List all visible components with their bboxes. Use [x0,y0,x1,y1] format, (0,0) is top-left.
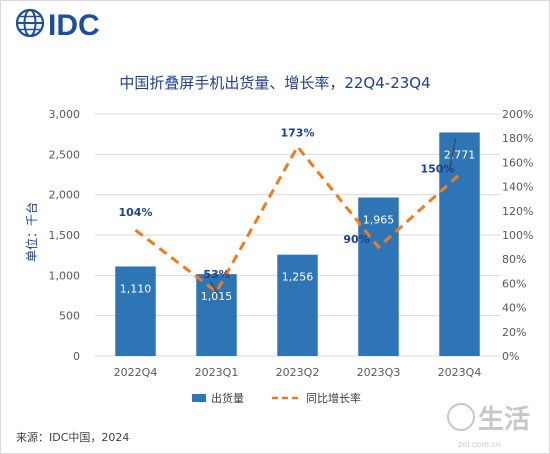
watermark: 生活 zol.com.cn [447,403,530,449]
chart-title: 中国折叠屏手机出货量、增长率，22Q4-23Q4 [119,74,430,92]
y2-tick-label: 60% [502,277,526,290]
bar [358,197,399,356]
line-value-label: 104% [119,206,153,219]
line-value-label: 173% [281,127,315,140]
x-axis-ticks: 2022Q4 2023Q1 2023Q2 2023Q3 2023Q4 [114,366,482,379]
legend-bar-swatch [192,394,206,402]
leader-line [449,138,456,171]
bar-value-label: 2,771 [444,148,476,161]
legend-line-label: 同比增长率 [306,391,361,405]
y2-tick-label: 0% [502,350,519,363]
leader-line [210,281,220,298]
x-tick-label: 2023Q1 [195,366,239,379]
bar [196,274,237,356]
x-tick-label: 2022Q4 [114,366,158,379]
y-tick-label: 500 [59,310,80,323]
y2-tick-label: 100% [502,229,533,242]
brand-name: IDC [48,9,100,42]
source-note: 来源：IDC中国，2024 [16,430,129,444]
y-tick-label: 0 [73,350,80,363]
bar-value-label: 1,256 [282,271,314,284]
bar [115,266,156,356]
y-tick-label: 1,000 [49,269,81,282]
x-tick-label: 2023Q2 [276,366,320,379]
line-value-labels: 104% 53% 173% 90% 150% [119,127,456,298]
bar-value-label: 1,965 [363,213,395,226]
y2-tick-label: 120% [502,205,533,218]
globe-icon [15,8,45,38]
y2-tick-label: 140% [502,181,533,194]
y-tick-label: 1,500 [49,229,81,242]
y-tick-label: 2,000 [49,189,81,202]
y-tick-label: 2,500 [49,148,81,161]
idc-logo: IDC [15,8,100,42]
bar-series [115,132,480,356]
line-value-label: 90% [343,233,369,246]
y2-tick-label: 20% [502,326,526,339]
y2-tick-label: 40% [502,302,526,315]
legend: 出货量 同比增长率 [192,391,361,405]
legend-bar-label: 出货量 [211,391,244,405]
line-value-label: 53% [203,268,229,281]
x-tick-label: 2023Q4 [438,366,482,379]
y2-tick-label: 200% [502,108,533,121]
bar [439,132,480,356]
y2-tick-label: 160% [502,156,533,169]
watermark-sub: zol.com.cn [458,440,501,449]
bar-value-label: 1,015 [201,290,233,303]
y-axis-label: 单位：千台 [24,202,39,262]
y2-tick-label: 80% [502,253,526,266]
y-axis-ticks: 0 500 1,000 1,500 2,000 2,500 3,000 [49,108,81,363]
line-value-label: 150% [421,163,455,176]
growth-line [134,143,461,295]
bar [277,254,318,356]
y2-tick-label: 180% [502,132,533,145]
bar-value-label: 1,110 [120,282,152,295]
watermark-text: 生活 [478,405,530,435]
growth-line-series [134,143,461,295]
x-tick-label: 2023Q3 [357,366,401,379]
watermark-logo-icon [447,403,475,431]
y-tick-label: 3,000 [49,108,81,121]
y2-axis-ticks: 0% 20% 40% 60% 80% 100% 120% 140% 160% 180% 200% [502,108,533,363]
